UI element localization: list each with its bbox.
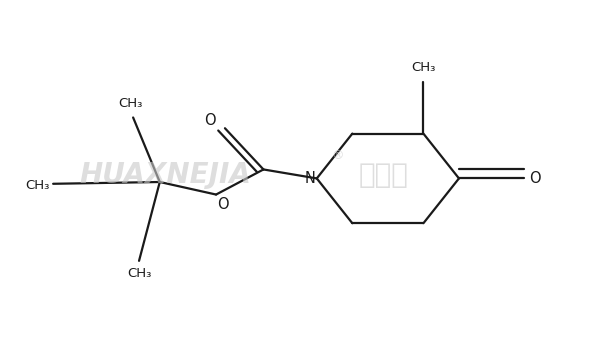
Text: 化学加: 化学加: [358, 161, 408, 189]
Text: CH₃: CH₃: [127, 267, 151, 280]
Text: O: O: [217, 197, 229, 212]
Text: CH₃: CH₃: [25, 179, 49, 192]
Text: N: N: [304, 171, 315, 186]
Text: O: O: [529, 171, 541, 186]
Text: CH₃: CH₃: [411, 61, 435, 74]
Text: CH₃: CH₃: [118, 97, 142, 110]
Text: HUAXNEJIA: HUAXNEJIA: [80, 161, 252, 189]
Text: ®: ®: [331, 149, 344, 162]
Text: O: O: [205, 113, 216, 128]
